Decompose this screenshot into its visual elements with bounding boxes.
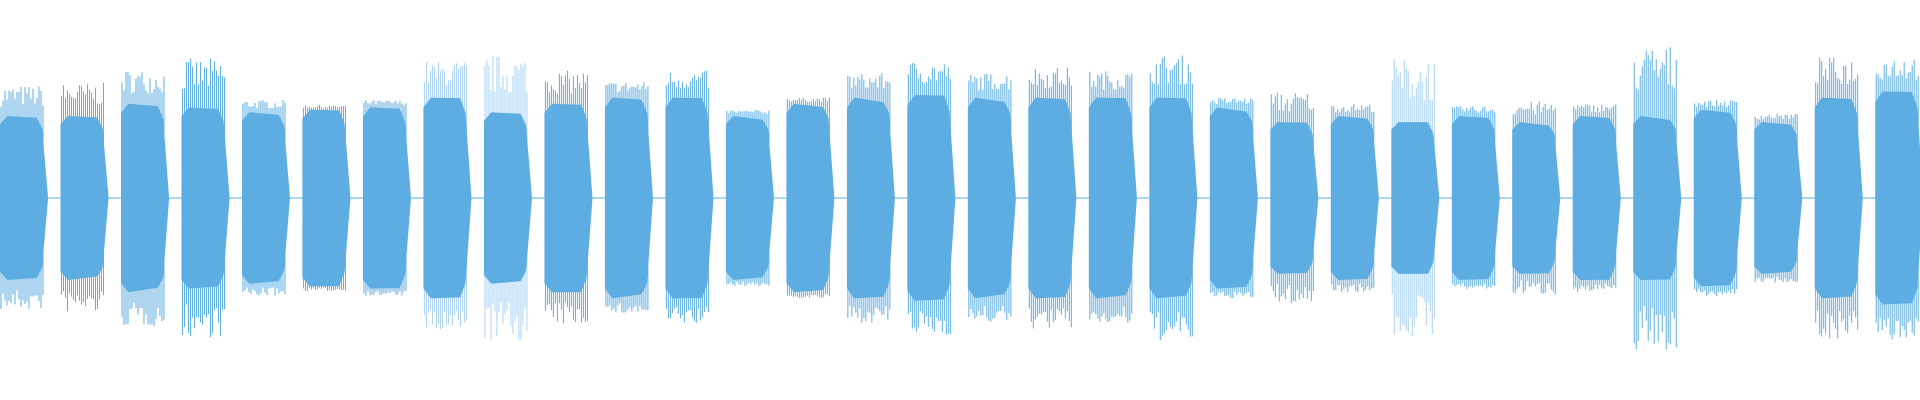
- waveform-core: [1814, 97, 1863, 299]
- waveform-core: [604, 97, 653, 299]
- waveform-core: [907, 95, 956, 301]
- waveform-core: [121, 103, 170, 293]
- waveform-block: [362, 100, 411, 296]
- waveform-core: [1693, 109, 1742, 287]
- waveform-core: [242, 112, 290, 284]
- waveform-block: [121, 72, 170, 326]
- waveform-core: [1149, 97, 1198, 299]
- waveform-core: [60, 116, 109, 280]
- waveform-core: [1875, 91, 1920, 305]
- waveform-block: [1633, 47, 1682, 350]
- waveform-block: [423, 62, 472, 330]
- waveform-block: [1149, 55, 1198, 341]
- waveform-block: [1572, 104, 1621, 293]
- waveform-core: [483, 112, 532, 284]
- waveform-block: [725, 109, 774, 287]
- waveform-block: [967, 73, 1016, 322]
- waveform-block: [1693, 100, 1742, 296]
- waveform-block: [1209, 98, 1258, 299]
- waveform-block: [1088, 71, 1137, 323]
- waveform-block: [302, 104, 351, 291]
- waveform-block: [1814, 57, 1863, 339]
- waveform-block: [846, 73, 895, 323]
- waveform-block: [544, 70, 593, 324]
- waveform-block: [604, 82, 653, 313]
- waveform-core: [1451, 116, 1500, 280]
- waveform-core: [1512, 122, 1561, 274]
- waveform-block: [1391, 59, 1440, 337]
- waveform-block: [60, 82, 109, 312]
- waveform-block: [1512, 101, 1561, 295]
- waveform-core: [181, 107, 230, 289]
- waveform-core: [423, 97, 472, 299]
- waveform-core: [967, 97, 1016, 299]
- waveform-block: [1451, 106, 1500, 289]
- waveform-core: [665, 97, 714, 299]
- waveform-block: [1875, 59, 1920, 340]
- waveform-block: [786, 97, 835, 299]
- waveform-core: [846, 97, 895, 299]
- waveform-core: [786, 103, 835, 293]
- waveform-block: [1270, 92, 1319, 304]
- waveform-core: [1330, 116, 1379, 280]
- waveform-core: [1088, 97, 1137, 299]
- waveform-block: [242, 100, 290, 296]
- waveform-block: [907, 62, 956, 335]
- waveform-block: [1754, 113, 1803, 283]
- waveform-core: [1391, 122, 1440, 274]
- waveform-core: [1028, 97, 1077, 299]
- waveform-core: [1633, 116, 1682, 280]
- waveform-block: [0, 86, 49, 309]
- waveform-core: [0, 116, 49, 280]
- waveform-block: [483, 56, 532, 340]
- waveform-core: [544, 103, 593, 293]
- waveform-core: [1572, 116, 1621, 280]
- waveform-core: [1270, 122, 1319, 274]
- waveform-core: [1209, 107, 1258, 289]
- waveform-block: [1028, 67, 1077, 329]
- waveform-core: [362, 107, 411, 289]
- waveform-block: [665, 70, 714, 323]
- waveform-core: [1754, 122, 1803, 274]
- waveform-block: [1330, 104, 1379, 293]
- waveform-core: [725, 116, 774, 280]
- waveform-core: [302, 109, 351, 287]
- waveform-block: [181, 58, 230, 338]
